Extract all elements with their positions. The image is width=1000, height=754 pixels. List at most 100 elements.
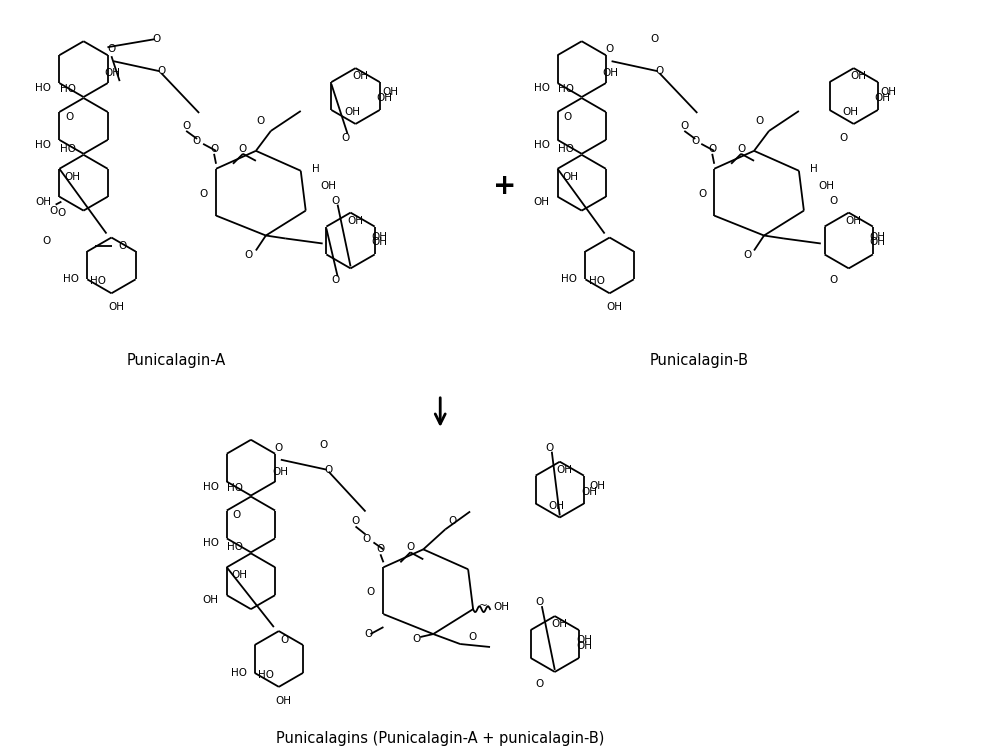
Text: O: O <box>743 250 751 260</box>
Text: OH: OH <box>607 302 623 312</box>
Text: O: O <box>708 144 716 154</box>
Text: O: O <box>655 66 664 76</box>
Text: HO: HO <box>90 277 106 287</box>
Text: HO: HO <box>35 83 51 93</box>
Text: OH: OH <box>843 107 859 117</box>
Text: O: O <box>376 544 385 554</box>
Text: O: O <box>691 136 699 146</box>
Text: OH: OH <box>35 197 51 207</box>
Text: O: O <box>152 34 160 44</box>
Text: O: O <box>840 133 848 143</box>
Text: HO: HO <box>63 274 79 284</box>
Text: OH: OH <box>348 216 364 225</box>
Text: OH: OH <box>581 486 597 497</box>
Text: O: O <box>118 241 126 252</box>
Text: OH: OH <box>875 93 891 103</box>
Text: H: H <box>810 164 818 173</box>
Text: OH: OH <box>851 71 867 81</box>
Text: OH: OH <box>881 87 897 97</box>
Text: Punicalagin-A: Punicalagin-A <box>127 353 226 367</box>
Text: OH: OH <box>557 464 573 475</box>
Text: HO: HO <box>60 144 76 154</box>
Text: HO: HO <box>35 139 51 150</box>
Text: O: O <box>605 44 614 54</box>
Text: OH: OH <box>589 480 605 491</box>
Text: OH: OH <box>576 635 592 645</box>
Text: O: O <box>830 195 838 206</box>
Text: O: O <box>331 195 340 206</box>
Text: O: O <box>182 121 190 131</box>
Text: OH: OH <box>603 68 619 78</box>
Text: O: O <box>650 34 659 44</box>
Text: HO: HO <box>227 483 243 492</box>
Text: O: O <box>366 587 374 597</box>
Text: O: O <box>830 275 838 285</box>
Text: OH: OH <box>870 231 886 241</box>
Text: HO: HO <box>60 84 76 94</box>
Text: O: O <box>448 516 456 526</box>
Text: O: O <box>362 535 370 544</box>
Text: O: O <box>680 121 688 131</box>
Text: O: O <box>43 235 51 246</box>
Text: HO: HO <box>558 144 574 154</box>
Text: O: O <box>325 464 333 475</box>
Text: O: O <box>275 443 283 452</box>
Text: HO: HO <box>589 277 605 287</box>
Text: OH: OH <box>549 501 565 510</box>
Text: OH: OH <box>108 302 124 312</box>
Text: OH: OH <box>563 172 579 182</box>
Text: OH: OH <box>383 87 399 97</box>
Text: OH: OH <box>353 71 369 81</box>
Text: HO: HO <box>227 542 243 553</box>
Text: OH: OH <box>372 231 388 241</box>
Text: ~: ~ <box>479 601 487 611</box>
Text: O: O <box>737 144 745 154</box>
Text: O: O <box>546 443 554 452</box>
Text: OH: OH <box>870 238 886 247</box>
Text: O: O <box>536 597 544 607</box>
Text: OH: OH <box>534 197 550 207</box>
Text: O: O <box>468 632 476 642</box>
Text: O: O <box>320 440 328 449</box>
Text: HO: HO <box>231 668 247 678</box>
Text: Punicalagins (Punicalagin-A + punicalagin-B): Punicalagins (Punicalagin-A + punicalagi… <box>276 731 604 746</box>
Text: O: O <box>364 629 373 639</box>
Text: OH: OH <box>846 216 862 225</box>
Text: O: O <box>157 66 165 76</box>
Text: OH: OH <box>377 93 393 103</box>
Text: OH: OH <box>203 595 219 605</box>
Text: O: O <box>331 275 340 285</box>
Text: O: O <box>50 206 58 216</box>
Text: O: O <box>536 679 544 689</box>
Text: OH: OH <box>576 641 592 651</box>
Text: O: O <box>257 116 265 126</box>
Text: O: O <box>280 635 289 645</box>
Text: OH: OH <box>493 602 509 612</box>
Text: OH: OH <box>345 107 361 117</box>
Text: OH: OH <box>272 467 288 477</box>
Text: OH: OH <box>64 172 80 182</box>
Text: O: O <box>65 112 74 122</box>
Text: O: O <box>57 207 66 218</box>
Text: Punicalagin-B: Punicalagin-B <box>650 353 749 367</box>
Text: O: O <box>245 250 253 260</box>
Text: O: O <box>698 188 706 198</box>
Text: O: O <box>564 112 572 122</box>
Text: HO: HO <box>203 482 219 492</box>
Text: OH: OH <box>105 68 121 78</box>
Text: H: H <box>312 164 320 173</box>
Text: OH: OH <box>552 619 568 629</box>
Text: HO: HO <box>561 274 577 284</box>
Text: OH: OH <box>232 570 248 581</box>
Text: OH: OH <box>372 238 388 247</box>
Text: HO: HO <box>558 84 574 94</box>
Text: O: O <box>755 116 763 126</box>
Text: HO: HO <box>258 670 274 680</box>
Text: O: O <box>193 136 201 146</box>
Text: HO: HO <box>534 83 550 93</box>
Text: HO: HO <box>534 139 550 150</box>
Text: O: O <box>412 634 420 644</box>
Text: OH: OH <box>321 181 337 191</box>
Text: O: O <box>210 144 218 154</box>
Text: O: O <box>351 516 360 526</box>
